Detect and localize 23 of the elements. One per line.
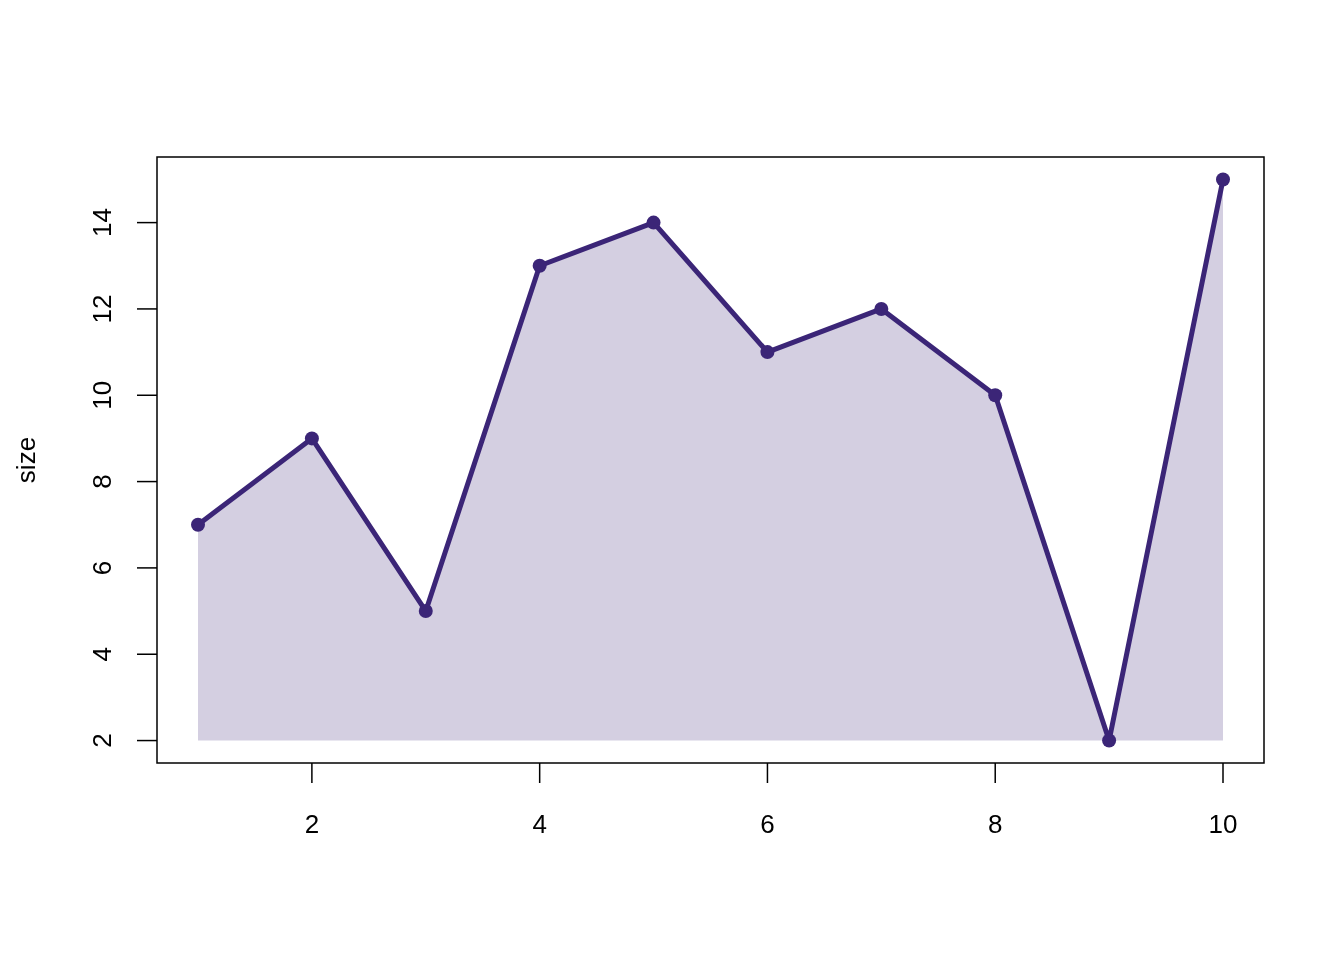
y-axis-title: size	[11, 436, 41, 484]
y-tick-label: 12	[87, 294, 117, 324]
point	[532, 258, 547, 273]
y-tick-label: 6	[87, 560, 117, 576]
y-tick-label: 8	[87, 474, 117, 489]
point	[760, 345, 775, 360]
x-tick-label: 2	[304, 809, 320, 839]
point	[418, 604, 433, 619]
y-tick-label: 2	[87, 733, 117, 748]
point	[646, 215, 661, 230]
y-tick-label: 14	[87, 208, 117, 238]
point	[1102, 733, 1117, 748]
y-tick-label: 4	[87, 647, 117, 662]
x-tick-label: 8	[987, 809, 1003, 839]
point	[988, 388, 1003, 403]
point	[191, 517, 205, 532]
point	[874, 301, 889, 316]
y-tick-label: 10	[87, 380, 117, 410]
point	[1216, 172, 1230, 187]
x-tick-label: 4	[532, 809, 547, 839]
x-tick-label: 10	[1208, 809, 1238, 839]
x-tick-label: 6	[760, 809, 775, 839]
point	[304, 431, 319, 446]
